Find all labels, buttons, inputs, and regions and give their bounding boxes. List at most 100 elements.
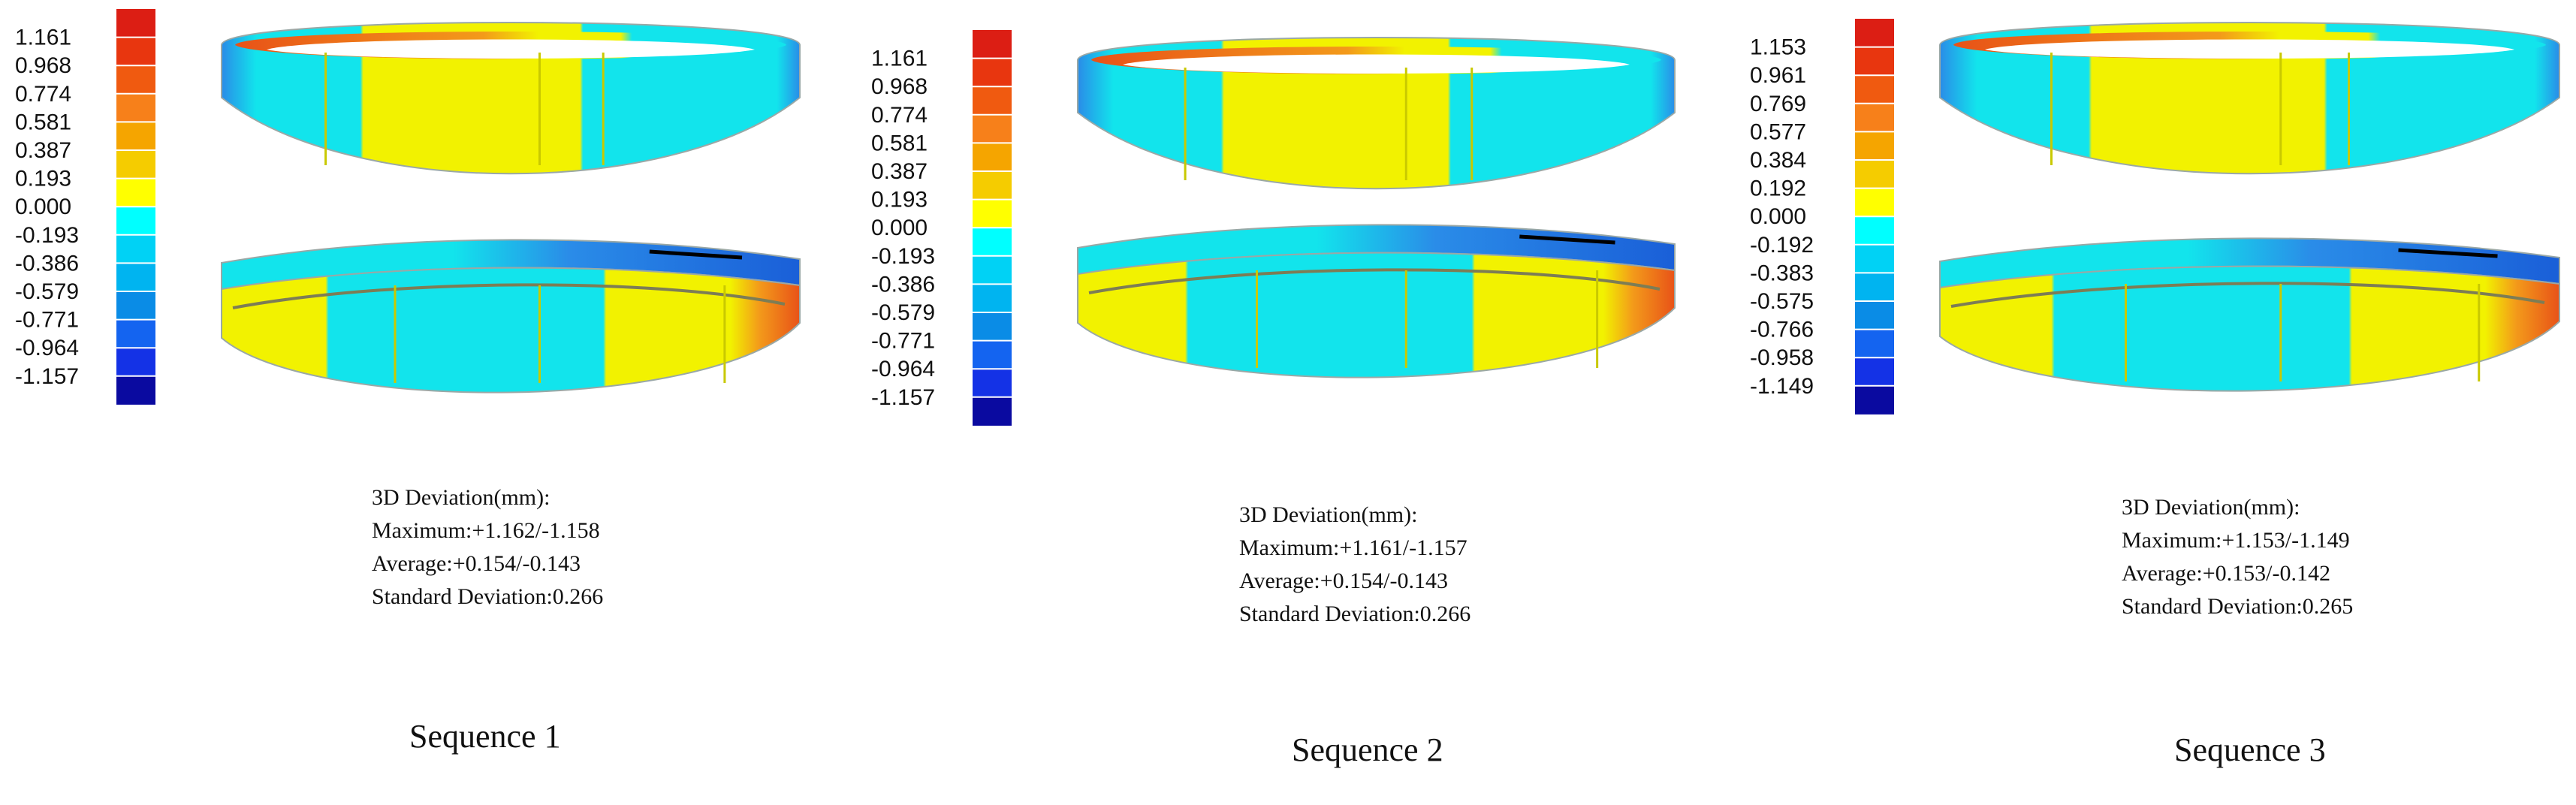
panel-caption: Sequence 1 xyxy=(409,718,561,755)
scale-tick-label: -0.771 xyxy=(871,329,935,354)
scale-segment xyxy=(116,348,155,377)
scale-segment xyxy=(973,255,1012,285)
ring-bottom-view xyxy=(1077,224,1676,378)
scale-tick-label: 0.193 xyxy=(15,167,71,191)
scale-tick-label: -0.192 xyxy=(1750,233,1814,258)
scale-tick-label: -1.149 xyxy=(1750,374,1814,399)
scale-tick-label: -0.193 xyxy=(871,244,935,269)
ring-outer-surface xyxy=(1939,22,2560,175)
scale-segment xyxy=(973,58,1012,87)
scale-segment xyxy=(973,30,1012,59)
scale-segment xyxy=(1855,160,1894,189)
ring-inner-bowl xyxy=(221,267,801,393)
scale-tick-label: 0.387 xyxy=(871,159,928,184)
scale-segment xyxy=(973,199,1012,228)
panel-caption: Sequence 2 xyxy=(1292,731,1443,768)
scale-tick-label: -0.386 xyxy=(15,251,79,276)
color-scale-bar xyxy=(973,30,1012,426)
scale-segment xyxy=(973,340,1012,369)
deviation-heading: 3D Deviation(mm): xyxy=(372,485,550,510)
scale-segment xyxy=(1855,47,1894,76)
scale-segment xyxy=(116,9,155,38)
panel-3: 1.153 0.961 0.769 0.577 0.384 0.192 0.000 -0.19… xyxy=(1750,19,2560,768)
deviation-maximum: Maximum:+1.161/-1.157 xyxy=(1239,535,1467,560)
scale-tick-label: -0.766 xyxy=(1750,318,1814,342)
scale-tick-label: -0.579 xyxy=(871,300,935,325)
scale-tick-label: -0.579 xyxy=(15,279,79,304)
scale-tick-label: 0.769 xyxy=(1750,92,1806,116)
deviation-maximum: Maximum:+1.162/-1.158 xyxy=(372,518,600,543)
scale-tick-label: 0.968 xyxy=(15,53,71,78)
ring-opening xyxy=(1123,54,1630,74)
scale-segment xyxy=(1855,273,1894,302)
scale-segment xyxy=(973,114,1012,143)
scale-tick-label: 0.192 xyxy=(1750,176,1806,201)
scale-tick-label: 0.774 xyxy=(871,103,928,128)
scale-segment xyxy=(116,319,155,348)
scale-tick-label: 0.581 xyxy=(871,131,928,155)
scale-segment xyxy=(116,291,155,321)
scale-segment xyxy=(1855,19,1894,48)
scale-tick-label: 1.153 xyxy=(1750,35,1806,60)
scale-segment xyxy=(116,178,155,207)
scale-tick-label: -1.157 xyxy=(871,385,935,410)
scale-tick-label: -0.575 xyxy=(1750,289,1814,314)
scale-segment xyxy=(116,207,155,236)
scale-segment xyxy=(973,312,1012,342)
measurement-mark xyxy=(2398,248,2498,258)
ring-outer-surface xyxy=(1077,37,1676,190)
scale-segment xyxy=(1855,244,1894,273)
scale-segment xyxy=(1855,75,1894,104)
scale-segment xyxy=(1855,188,1894,217)
scale-tick-label: 1.161 xyxy=(871,47,928,71)
scale-tick-label: 0.968 xyxy=(871,74,928,99)
ring-opening xyxy=(1985,39,2514,59)
deviation-average: Average:+0.153/-0.142 xyxy=(2122,561,2330,586)
scale-segment xyxy=(1855,385,1894,415)
scale-segment xyxy=(973,396,1012,426)
scale-tick-label: -0.193 xyxy=(15,223,79,248)
scale-tick-label: -0.383 xyxy=(1750,261,1814,285)
scale-segment xyxy=(116,93,155,122)
panel-1: 1.161 0.968 0.774 0.581 0.387 0.193 0.000 -0.19… xyxy=(15,9,801,755)
deviation-info: 3D Deviation(mm): Maximum:+1.153/-1.149 Av… xyxy=(2122,495,2353,619)
ring-top-view xyxy=(221,22,801,175)
scale-tick-label: -0.964 xyxy=(15,336,79,360)
scale-segment xyxy=(1855,357,1894,387)
deviation-heading: 3D Deviation(mm): xyxy=(2122,495,2300,520)
scale-segment xyxy=(1855,131,1894,161)
ring-opening xyxy=(267,39,755,59)
color-scale-bar xyxy=(1855,19,1894,415)
scale-segment xyxy=(973,143,1012,172)
ring-outer-surface xyxy=(221,22,801,175)
scale-tick-label: -0.964 xyxy=(871,357,935,381)
scale-tick-label: 0.000 xyxy=(871,216,928,240)
scale-segment xyxy=(973,86,1012,116)
ring-bottom-view xyxy=(1939,237,2560,392)
deviation-std: Standard Deviation:0.265 xyxy=(2122,594,2353,619)
scale-segment xyxy=(116,37,155,66)
ring-inner-bowl xyxy=(1077,252,1676,378)
panel-caption: Sequence 3 xyxy=(2174,731,2326,768)
scale-tick-label: 0.581 xyxy=(15,110,71,134)
scale-segment xyxy=(116,65,155,95)
ring-inner-contour xyxy=(232,283,786,309)
scale-segment xyxy=(116,234,155,264)
scale-tick-label: 0.961 xyxy=(1750,63,1806,88)
measurement-mark xyxy=(649,249,743,260)
scale-segment xyxy=(973,171,1012,200)
scale-segment xyxy=(116,263,155,292)
scale-tick-label: 0.193 xyxy=(871,188,928,213)
scale-tick-label: 1.161 xyxy=(15,26,71,50)
deviation-std: Standard Deviation:0.266 xyxy=(372,584,603,609)
deviation-std: Standard Deviation:0.266 xyxy=(1239,601,1470,626)
scale-tick-label: -1.157 xyxy=(15,364,79,389)
ring-inner-contour xyxy=(1088,268,1661,294)
scale-tick-label: -0.386 xyxy=(871,272,935,297)
deviation-info: 3D Deviation(mm): Maximum:+1.161/-1.157 Av… xyxy=(1239,502,1470,626)
ring-top-view xyxy=(1939,22,2560,175)
ring-top-view xyxy=(1077,37,1676,190)
color-scale-bar xyxy=(116,9,155,405)
ring-inner-contour xyxy=(1950,282,2545,308)
